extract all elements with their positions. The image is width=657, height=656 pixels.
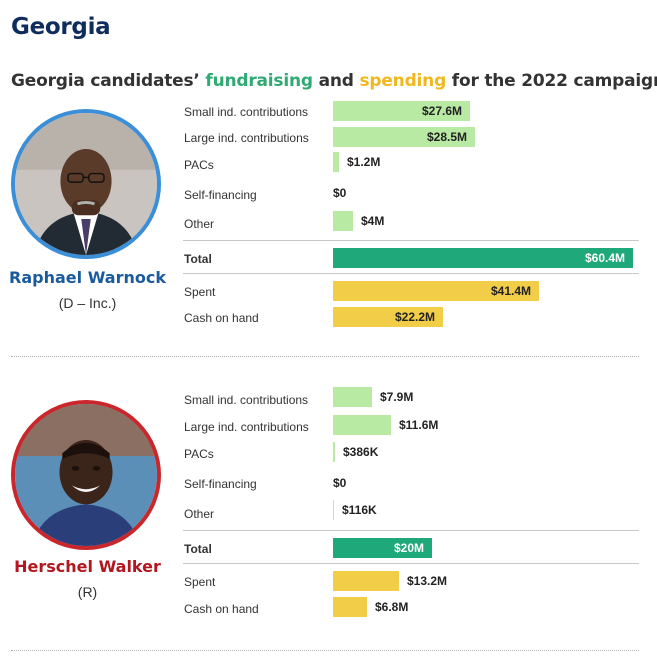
label-large-contrib: Large ind. contributions <box>184 420 309 434</box>
bar-spent <box>333 571 399 591</box>
label-other: Other <box>184 217 215 231</box>
label-total: Total <box>184 252 212 266</box>
value-label-pacs: $386K <box>343 445 379 459</box>
candidate-panel-warnock: Raphael Warnock (D – Inc.) Small ind. co… <box>9 101 639 327</box>
avatar-walker <box>11 400 161 550</box>
label-other: Other <box>184 507 215 521</box>
value-label-large-contrib: $11.6M <box>399 418 439 432</box>
value-label-small-contrib: $27.6M <box>421 104 462 118</box>
value-label-small-contrib: $7.9M <box>380 390 414 404</box>
label-self-financing: Self-financing <box>184 477 257 491</box>
label-large-contrib: Large ind. contributions <box>184 131 309 145</box>
candidate-party-warnock: (D – Inc.) <box>58 295 117 311</box>
bar-pacs <box>333 152 339 172</box>
chart-title-fundraising: fundraising <box>205 71 313 91</box>
value-label-self-financing: $0 <box>333 476 347 490</box>
bar-spent <box>333 281 539 301</box>
section-divider <box>11 650 639 651</box>
label-total: Total <box>184 542 212 556</box>
label-pacs: PACs <box>184 447 214 461</box>
label-cash-on-hand: Cash on hand <box>184 602 259 616</box>
value-label-cash-on-hand: $6.8M <box>375 600 409 614</box>
divider-rule <box>183 530 639 531</box>
candidate-name-walker: Herschel Walker <box>14 557 161 576</box>
label-small-contrib: Small ind. contributions <box>184 105 309 119</box>
bar-large-contrib <box>333 127 475 147</box>
candidate-name-warnock: Raphael Warnock <box>9 268 166 287</box>
value-label-other: $4M <box>361 214 385 228</box>
value-label-self-financing: $0 <box>333 186 347 200</box>
bar-small-contrib <box>333 387 372 407</box>
bar-large-contrib <box>333 415 391 435</box>
candidate-party-walker: (R) <box>77 584 98 600</box>
bar-cash-on-hand <box>333 597 367 617</box>
value-label-cash-on-hand: $22.2M <box>394 310 435 324</box>
bar-other <box>333 500 334 520</box>
chart-title-prefix: Georgia candidates’ <box>11 71 206 91</box>
label-small-contrib: Small ind. contributions <box>184 393 309 407</box>
bar-total <box>333 248 633 268</box>
label-cash-on-hand: Cash on hand <box>184 311 259 325</box>
state-title: Georgia <box>11 14 111 40</box>
divider-rule <box>183 273 639 274</box>
value-label-total: $20M <box>393 541 424 555</box>
bar-total <box>333 538 432 558</box>
section-divider <box>11 356 639 357</box>
value-label-pacs: $1.2M <box>347 155 381 169</box>
value-label-spent: $13.2M <box>407 574 448 588</box>
label-pacs: PACs <box>184 158 214 172</box>
chart-title: Georgia candidates’ fundraising and spen… <box>11 71 657 91</box>
bar-other <box>333 211 353 231</box>
value-label-total: $60.4M <box>584 251 625 265</box>
portrait-warnock-icon <box>15 113 157 255</box>
bar-pacs <box>333 442 335 462</box>
divider-rule <box>183 563 639 564</box>
bar-small-contrib <box>333 101 470 121</box>
divider-rule <box>183 240 639 241</box>
chart-title-spending: spending <box>359 71 447 91</box>
chart-title-suffix: for the 2022 campaign <box>446 71 657 91</box>
value-label-large-contrib: $28.5M <box>426 130 467 144</box>
label-spent: Spent <box>184 575 216 589</box>
value-label-other: $116K <box>342 503 377 517</box>
chart-title-middle: and <box>312 71 360 91</box>
label-spent: Spent <box>184 285 216 299</box>
label-self-financing: Self-financing <box>184 188 257 202</box>
bar-cash-on-hand <box>333 307 443 327</box>
portrait-walker-icon <box>15 404 157 546</box>
avatar-warnock <box>11 109 161 259</box>
value-label-spent: $41.4M <box>490 284 531 298</box>
